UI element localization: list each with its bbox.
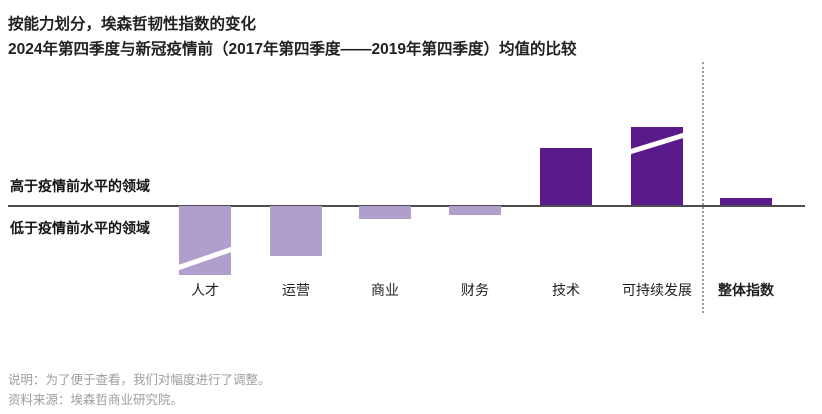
axis-break-stripe (179, 245, 231, 272)
category-label-operations: 运营 (282, 282, 310, 298)
bar-overall-index (720, 198, 772, 205)
category-label-overall-index: 整体指数 (718, 282, 774, 298)
bar-technology (540, 148, 592, 205)
chart-note: 说明：为了便于查看，我们对幅度进行了调整。 (8, 373, 271, 387)
axis-break-stripe (631, 131, 683, 156)
bar-talent (179, 206, 231, 275)
bar-sustainability (631, 127, 683, 205)
chart-header: 按能力划分，埃森哲韧性指数的变化 2024年第四季度与新冠疫情前（2017年第四… (8, 12, 576, 62)
category-label-technology: 技术 (552, 282, 580, 298)
category-label-talent: 人才 (191, 282, 219, 298)
chart-subtitle: 2024年第四季度与新冠疫情前（2017年第四季度——2019年第四季度）均值的… (8, 41, 577, 58)
chart-source: 资料来源：埃森哲商业研究院。 (8, 393, 184, 407)
bar-operations (270, 206, 322, 256)
overall-index-separator-line (702, 62, 704, 313)
chart-title: 按能力划分，埃森哲韧性指数的变化 (8, 16, 257, 33)
above-pre-pandemic-label: 高于疫情前水平的领域 (10, 178, 150, 194)
category-label-sustainability: 可持续发展 (622, 282, 692, 298)
category-label-commerce: 商业 (371, 282, 399, 298)
bar-finance (449, 206, 501, 215)
category-label-finance: 财务 (461, 282, 489, 298)
bar-commerce (359, 206, 411, 219)
below-pre-pandemic-label: 低于疫情前水平的领域 (10, 220, 150, 236)
